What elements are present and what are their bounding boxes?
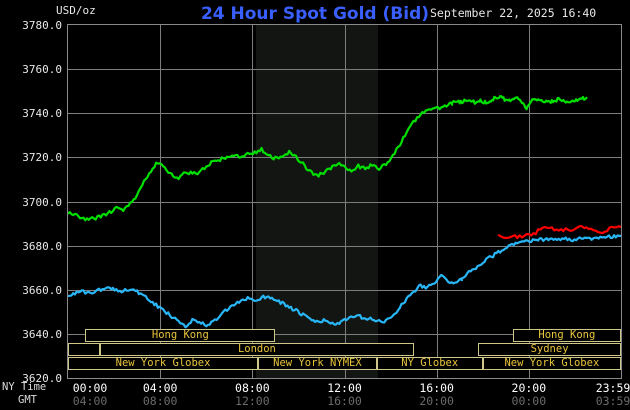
session-label: New York NYMEX <box>273 357 362 369</box>
y-axis-tick-label: 3780.0 <box>22 19 62 32</box>
series-line-1 <box>460 234 621 280</box>
gridline-horizontal <box>68 157 621 158</box>
plot-area <box>67 24 622 379</box>
x-axis-gmt-tick-label: 00:00 <box>511 394 547 408</box>
y-axis-tick-label: 3620.0 <box>22 372 62 385</box>
y-axis-tick-label: 3680.0 <box>22 239 62 253</box>
gridline-vertical <box>437 25 438 378</box>
session-hong-kong-2: Hong Kong <box>512 329 621 342</box>
y-axis-tick-label: 3660.0 <box>22 283 62 297</box>
page-title: 24 Hour Spot Gold (Bid) <box>200 4 430 24</box>
session-label: Sydney <box>530 343 569 355</box>
x-axis-gmt-tick-label: 12:00 <box>235 394 270 408</box>
x-axis-ny-tick-label: 04:00 <box>142 381 178 395</box>
gridline-vertical <box>345 25 346 378</box>
session-row2-pre <box>68 343 101 356</box>
x-axis-gmt-tick-label: 16:00 <box>327 394 362 408</box>
x-axis-ny-tick-label: 20:00 <box>511 381 547 395</box>
x-axis-ny-tick-label: 23:59 <box>595 381 630 395</box>
session-ny-globex-3: New York Globex <box>482 357 621 370</box>
gridline-vertical <box>252 25 253 378</box>
series-line-2 <box>497 225 621 240</box>
session-london: London <box>100 343 414 356</box>
gmt-axis-tag: GMT <box>18 394 37 406</box>
session-label: New York Globex <box>115 357 211 369</box>
x-axis-ny-tick-label: 12:00 <box>327 381 362 395</box>
nymex-session-shading <box>255 25 378 378</box>
session-label: Hong Kong <box>151 329 209 341</box>
y-axis-unit-label: USD/oz <box>56 4 96 17</box>
gridline-horizontal <box>68 69 621 70</box>
session-sydney: Sydney <box>478 343 621 356</box>
session-label: NY Globex <box>401 357 459 369</box>
session-label: New York Globex <box>504 357 600 369</box>
session-ny-nymex: New York NYMEX <box>258 357 377 370</box>
gridline-vertical <box>160 25 161 378</box>
gridline-horizontal <box>68 290 621 291</box>
y-axis-tick-label: 3700.0 <box>22 195 62 209</box>
gridline-vertical <box>529 25 530 378</box>
x-axis-ny-tick-label: 08:00 <box>235 381 270 395</box>
gridline-horizontal <box>68 202 621 203</box>
x-axis-gmt-tick-label: 20:00 <box>419 394 454 408</box>
series-line-0 <box>68 273 464 329</box>
session-label: London <box>237 343 276 355</box>
x-axis-ny-tick-label: 00:00 <box>72 381 108 395</box>
x-axis-gmt-tick-label: 04:00 <box>72 394 108 408</box>
y-axis-tick-label: 3740.0 <box>22 107 62 121</box>
session-ny-globex-2: NY Globex <box>376 357 483 370</box>
session-ny-globex-1: New York Globex <box>68 357 259 370</box>
x-axis-gmt-tick-label: 03:59 <box>595 394 630 408</box>
gridline-horizontal <box>68 113 621 114</box>
ny-time-axis-tag: NY Time <box>2 381 47 393</box>
session-label: Hong Kong <box>538 329 596 341</box>
y-axis-tick-label: 3640.0 <box>22 327 62 341</box>
x-axis-gmt-tick-label: 08:00 <box>142 394 178 408</box>
y-axis-tick-label: 3720.0 <box>22 151 62 165</box>
y-axis-tick-label: 3760.0 <box>22 63 62 77</box>
series-line-4 <box>451 95 588 111</box>
price-series-group <box>68 95 621 329</box>
gridline-horizontal <box>68 334 621 335</box>
gridline-horizontal <box>68 246 621 247</box>
series-line-3 <box>68 101 454 222</box>
x-axis-ny-tick-label: 16:00 <box>419 381 454 395</box>
quote-timestamp: September 22, 2025 16:40 <box>430 6 597 20</box>
session-hong-kong-1: Hong Kong <box>85 329 276 342</box>
